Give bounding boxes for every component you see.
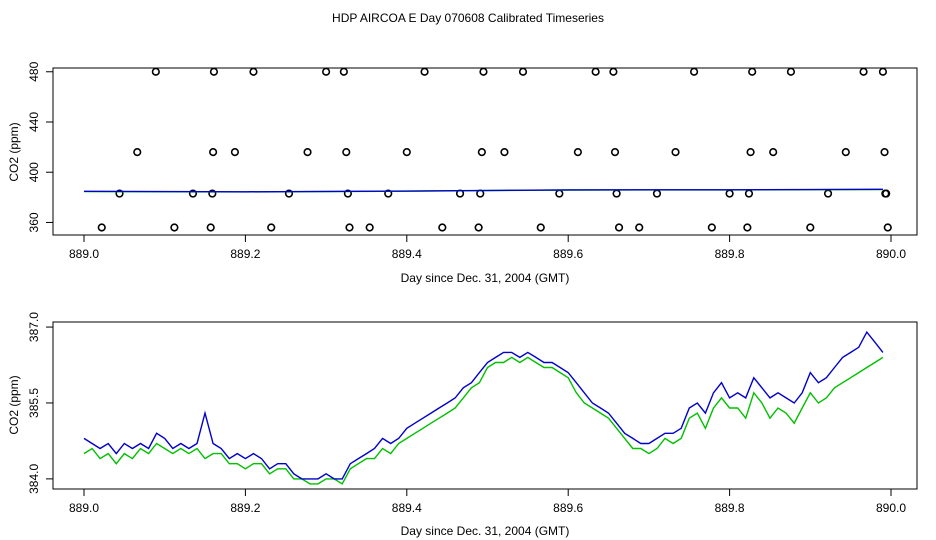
data-point bbox=[707, 223, 716, 232]
data-point bbox=[880, 148, 889, 157]
data-point bbox=[806, 223, 815, 232]
data-point bbox=[267, 223, 276, 232]
data-point bbox=[208, 189, 217, 198]
top-x-tick-label: 889.4 bbox=[392, 247, 422, 261]
data-point bbox=[209, 148, 218, 157]
top-series-lines bbox=[83, 188, 883, 193]
top-x-tick-label: 890.0 bbox=[876, 247, 906, 261]
data-point bbox=[474, 223, 483, 232]
data-point bbox=[748, 67, 757, 76]
data-point bbox=[209, 67, 219, 76]
data-point bbox=[609, 67, 618, 76]
bottom-blue-series-line bbox=[83, 330, 884, 480]
top-points bbox=[97, 67, 892, 232]
top-blue-series-line bbox=[83, 188, 883, 193]
data-point bbox=[420, 67, 429, 76]
data-point bbox=[746, 148, 755, 157]
data-point bbox=[97, 223, 106, 232]
data-point bbox=[230, 148, 240, 157]
data-point bbox=[743, 223, 752, 232]
bottom-x-tick-label: 890.0 bbox=[876, 501, 906, 515]
data-point bbox=[518, 67, 528, 76]
top-y-tick-label: 480 bbox=[27, 61, 41, 81]
bottom-y-tick-label: 385.5 bbox=[27, 388, 41, 418]
data-point bbox=[614, 223, 624, 232]
data-point bbox=[786, 67, 796, 76]
chart-title: HDP AIRCOA E Day 070608 Calibrated Times… bbox=[332, 11, 604, 25]
bottom-y-axis: 384.0 385.5 387.0 bbox=[27, 312, 53, 494]
data-point bbox=[151, 67, 160, 76]
data-point bbox=[823, 189, 833, 198]
top-x-tick-label: 889.8 bbox=[715, 247, 745, 261]
data-point bbox=[303, 148, 312, 157]
top-x-axis-label: Day since Dec. 31, 2004 (GMT) bbox=[401, 271, 570, 285]
data-point bbox=[536, 223, 545, 232]
data-point bbox=[573, 148, 582, 157]
data-point bbox=[206, 223, 215, 232]
data-point bbox=[188, 189, 198, 198]
data-point bbox=[345, 223, 354, 232]
top-y-axis: 360 400 440 480 bbox=[27, 61, 53, 232]
data-point bbox=[477, 148, 486, 157]
data-point bbox=[883, 223, 892, 232]
data-point bbox=[133, 148, 142, 157]
data-point bbox=[859, 67, 868, 76]
bottom-y-axis-label: CO2 (ppm) bbox=[7, 375, 21, 434]
top-panel: 889.0 889.2 889.4 889.6 889.8 890.0 360 400 440… bbox=[7, 61, 918, 285]
data-point bbox=[725, 189, 734, 198]
data-point bbox=[769, 148, 778, 157]
data-point bbox=[878, 67, 888, 76]
top-y-axis-label: CO2 (ppm) bbox=[7, 122, 21, 181]
bottom-x-tick-label: 889.0 bbox=[69, 501, 99, 515]
data-point bbox=[249, 67, 258, 76]
data-point bbox=[438, 223, 447, 232]
bottom-plot-frame bbox=[52, 321, 918, 490]
top-x-tick-label: 889.0 bbox=[69, 247, 99, 261]
top-y-tick-label: 440 bbox=[27, 112, 41, 132]
bottom-x-tick-label: 889.6 bbox=[553, 501, 583, 515]
data-point bbox=[365, 223, 374, 232]
data-point bbox=[339, 67, 348, 76]
data-point bbox=[402, 148, 411, 157]
data-point bbox=[610, 148, 620, 157]
bottom-x-tick-label: 889.2 bbox=[230, 501, 260, 515]
bottom-panel: 889.0 889.2 889.4 889.6 889.8 890.0 384.0 385.… bbox=[7, 312, 918, 538]
top-x-tick-label: 889.2 bbox=[230, 247, 260, 261]
data-point bbox=[689, 67, 699, 76]
bottom-x-axis: 889.0 889.2 889.4 889.6 889.8 890.0 bbox=[69, 489, 906, 515]
data-point bbox=[744, 189, 754, 198]
data-point bbox=[284, 189, 294, 198]
data-point bbox=[671, 148, 680, 157]
bottom-x-axis-label: Day since Dec. 31, 2004 (GMT) bbox=[401, 524, 570, 538]
top-y-tick-label: 360 bbox=[27, 212, 41, 232]
data-point bbox=[479, 67, 488, 76]
data-point bbox=[591, 67, 600, 76]
bottom-x-tick-label: 889.8 bbox=[715, 501, 745, 515]
data-point bbox=[115, 189, 124, 198]
bottom-x-tick-label: 889.4 bbox=[392, 501, 422, 515]
data-point bbox=[635, 223, 644, 232]
data-point bbox=[384, 189, 393, 198]
top-x-axis: 889.0 889.2 889.4 889.6 889.8 890.0 bbox=[69, 235, 906, 261]
data-point bbox=[881, 189, 890, 198]
data-point bbox=[652, 189, 662, 198]
data-point bbox=[500, 148, 509, 157]
data-point bbox=[342, 148, 351, 157]
bottom-green-series-line bbox=[83, 356, 884, 485]
bottom-y-tick-label: 387.0 bbox=[27, 312, 41, 342]
data-point bbox=[343, 189, 352, 198]
top-y-tick-label: 400 bbox=[27, 162, 41, 182]
data-point bbox=[170, 223, 179, 232]
data-point bbox=[322, 67, 331, 76]
top-x-tick-label: 889.6 bbox=[553, 247, 583, 261]
data-point bbox=[612, 189, 621, 198]
bottom-series-lines bbox=[83, 330, 884, 485]
bottom-y-tick-label: 384.0 bbox=[27, 464, 41, 494]
data-point bbox=[841, 148, 850, 157]
data-point bbox=[555, 189, 564, 198]
